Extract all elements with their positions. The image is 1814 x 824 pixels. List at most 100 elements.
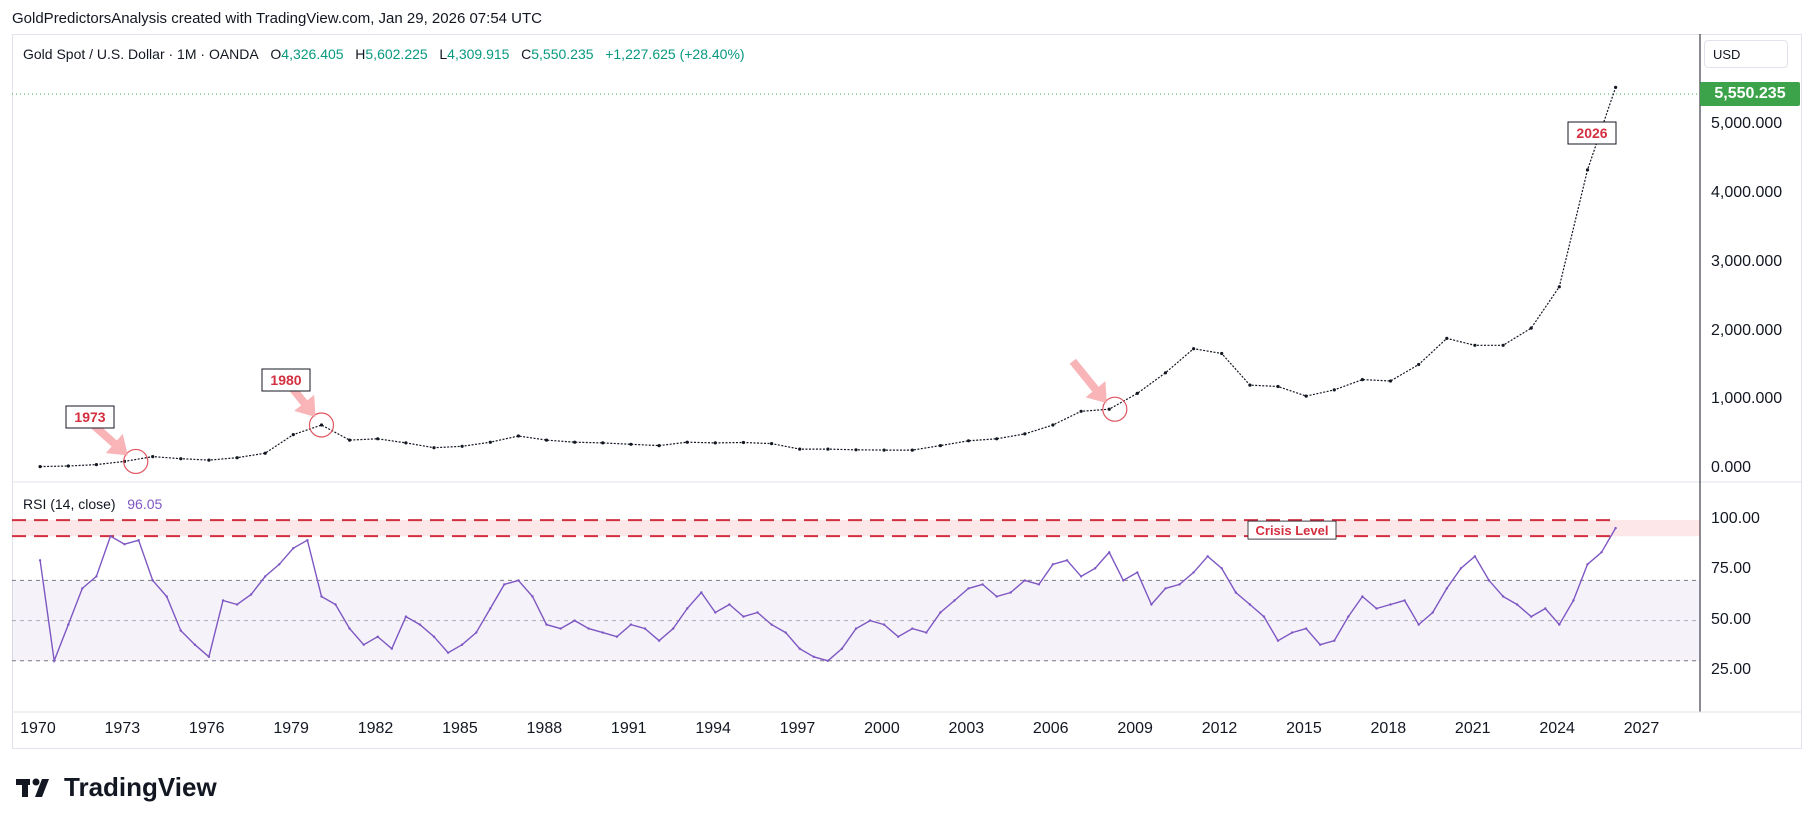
rsi-point <box>826 659 830 662</box>
rsi-point <box>1276 639 1280 642</box>
time-axis-label: 2003 <box>948 720 985 737</box>
symbol-legend[interactable]: Gold Spot / U.S. Dollar · 1M · OANDA O4,… <box>23 46 745 62</box>
price-point <box>66 464 70 468</box>
rsi-point <box>784 631 787 634</box>
open-value: 4,326.405 <box>281 46 344 62</box>
change-value: +1,227.625 (+28.40%) <box>605 46 745 62</box>
label-1973-box <box>65 405 115 429</box>
rsi-point <box>868 619 872 622</box>
rsi-point <box>165 595 168 598</box>
rsi-point <box>1150 603 1153 606</box>
rsi-point <box>671 627 675 630</box>
rsi-point <box>925 631 928 634</box>
price-point <box>1585 168 1590 172</box>
label-1980: 1980 <box>261 368 311 392</box>
rsi-point <box>587 627 590 630</box>
time-axis-label: 2018 <box>1370 720 1407 737</box>
price-point <box>1276 384 1280 389</box>
price-point <box>1023 432 1027 436</box>
time-axis-label: 1976 <box>188 720 225 737</box>
tradingview-logo[interactable]: TradingView <box>16 772 217 803</box>
time-axis-label: 2009 <box>1117 720 1153 737</box>
price-axis-label: 3,000.000 <box>1711 252 1783 270</box>
rsi-point <box>1544 607 1547 610</box>
price-point <box>488 440 492 444</box>
rsi-point <box>460 643 464 646</box>
rsi-point <box>95 575 98 578</box>
price-point <box>263 451 267 455</box>
rsi-point <box>1262 615 1266 618</box>
price-point <box>376 437 380 441</box>
rsi-point <box>1600 551 1603 554</box>
price-point <box>1360 378 1364 382</box>
time-axis-label: 1988 <box>526 720 563 737</box>
chart-header-title: GoldPredictorsAnalysis created with Trad… <box>12 10 542 27</box>
rsi-point <box>1417 623 1420 626</box>
rsi-point <box>53 659 56 662</box>
rsi-point <box>38 559 42 562</box>
rsi-legend[interactable]: RSI (14, close) 96.05 <box>23 496 162 512</box>
crisis-level-text: Crisis Level <box>1256 523 1329 538</box>
rsi-point <box>559 627 562 630</box>
symbol-name: Gold Spot / U.S. Dollar · 1M · OANDA <box>23 46 259 62</box>
rsi-point <box>503 583 506 586</box>
price-point <box>235 456 239 460</box>
rsi-point <box>1164 587 1167 590</box>
rsi-point <box>1136 571 1139 574</box>
rsi-point <box>1178 583 1181 586</box>
price-point <box>713 441 717 445</box>
rsi-point <box>249 593 253 596</box>
price-point <box>1529 326 1533 330</box>
rsi-point <box>1079 575 1083 578</box>
tradingview-logo-icon <box>16 777 56 799</box>
crisis-level-box <box>1247 520 1337 540</box>
rsi-point <box>1122 579 1125 582</box>
time-axis-label: 1970 <box>20 720 56 737</box>
rsi-point <box>137 539 140 542</box>
price-line <box>40 87 1617 468</box>
close-value: 5,550.235 <box>531 46 594 62</box>
price-axis-label: 4,000.000 <box>1711 184 1783 201</box>
rsi-point <box>67 623 70 626</box>
rsi-point <box>981 583 984 586</box>
rsi-point <box>1459 567 1463 570</box>
price-point <box>151 455 155 459</box>
price-point <box>1473 343 1477 347</box>
price-point <box>207 458 211 462</box>
currency-button[interactable]: USD <box>1704 40 1788 68</box>
rsi-point <box>1389 603 1392 606</box>
price-point <box>516 434 521 438</box>
price-point <box>910 448 914 452</box>
price-axis-label: 2,000.000 <box>1711 321 1783 339</box>
rsi-point <box>1431 611 1434 614</box>
low-value: 4,309.915 <box>447 46 510 62</box>
price-point <box>995 437 999 441</box>
rsi-point <box>995 595 998 598</box>
rsi-point <box>1558 623 1561 626</box>
label-2026-box <box>1567 121 1617 145</box>
rsi-point <box>1051 563 1055 566</box>
price-point <box>348 438 352 442</box>
time-axis-label: 1979 <box>273 720 309 737</box>
rsi-point <box>390 647 393 650</box>
rsi-point <box>1572 599 1575 602</box>
price-point <box>544 438 549 442</box>
rsi-point <box>306 539 309 542</box>
rsi-point <box>897 635 900 638</box>
rsi-point <box>643 627 647 630</box>
rsi-point <box>81 587 84 590</box>
price-point <box>601 441 605 445</box>
rsi-point <box>953 599 956 602</box>
rsi-point <box>1065 559 1069 562</box>
rsi-point <box>376 635 379 638</box>
rsi-point <box>1093 567 1097 570</box>
rsi-point <box>320 595 323 598</box>
rsi-point <box>1108 551 1111 554</box>
rsi-point <box>1248 603 1252 606</box>
rsi-point <box>686 607 689 610</box>
rsi-point <box>1403 599 1406 602</box>
rsi-point <box>1586 563 1589 566</box>
rsi-point <box>362 643 365 646</box>
time-axis-label: 2006 <box>1032 720 1069 737</box>
